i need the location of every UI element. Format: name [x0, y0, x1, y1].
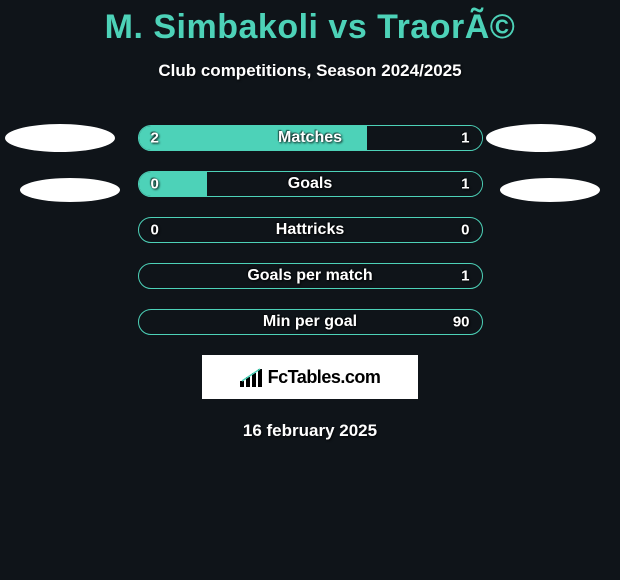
stat-row: 2 1 Matches — [0, 125, 620, 151]
bar-right-fill — [207, 172, 481, 196]
stats-container: 2 1 Matches 0 1 Goals 0 0 Hattricks 1 Goals per ma… — [0, 125, 620, 335]
stat-label: Hattricks — [276, 221, 344, 239]
bars-icon — [240, 367, 264, 387]
value-right: 1 — [461, 268, 469, 285]
value-left: 2 — [151, 130, 159, 147]
bar-left-fill — [139, 172, 208, 196]
bar-container: 90 Min per goal — [138, 309, 483, 335]
date-text: 16 february 2025 — [0, 421, 620, 441]
bar-container: 0 0 Hattricks — [138, 217, 483, 243]
bar-container: 2 1 Matches — [138, 125, 483, 151]
stat-label: Goals per match — [247, 267, 372, 285]
logo-box: FcTables.com — [202, 355, 418, 399]
value-left: 0 — [151, 176, 159, 193]
stat-label: Matches — [278, 129, 342, 147]
bar-container: 1 Goals per match — [138, 263, 483, 289]
subtitle: Club competitions, Season 2024/2025 — [0, 61, 620, 81]
stat-label: Goals — [288, 175, 332, 193]
stat-row: 0 1 Goals — [0, 171, 620, 197]
stat-row: 1 Goals per match — [0, 263, 620, 289]
stat-row: 0 0 Hattricks — [0, 217, 620, 243]
value-right: 1 — [461, 130, 469, 147]
logo-text: FcTables.com — [268, 367, 381, 388]
stat-label: Min per goal — [263, 313, 357, 331]
value-right: 90 — [453, 314, 470, 331]
value-right: 0 — [461, 222, 469, 239]
value-right: 1 — [461, 176, 469, 193]
bar-container: 0 1 Goals — [138, 171, 483, 197]
page-title: M. Simbakoli vs TraorÃ© — [0, 0, 620, 47]
value-left: 0 — [151, 222, 159, 239]
stat-row: 90 Min per goal — [0, 309, 620, 335]
